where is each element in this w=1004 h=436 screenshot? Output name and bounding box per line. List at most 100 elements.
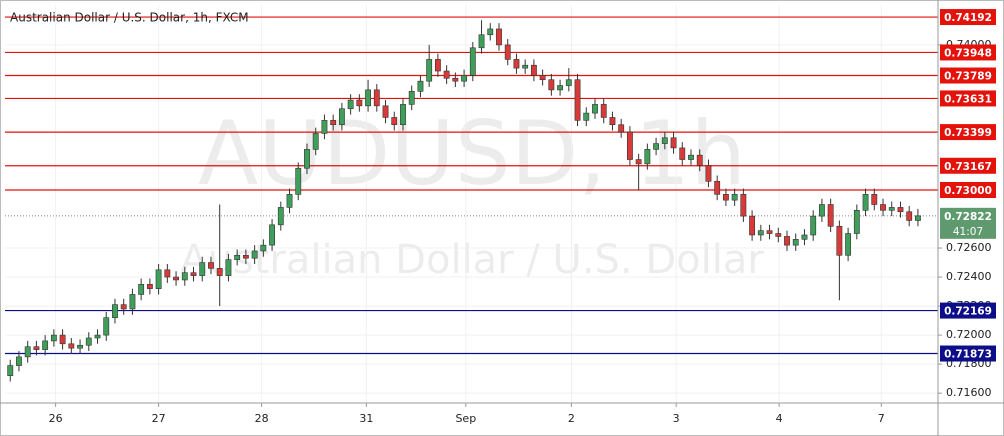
candle-body	[373, 89, 380, 107]
candle-body	[548, 79, 555, 91]
candle-body	[42, 340, 49, 350]
candle-body	[365, 89, 371, 107]
candle-body	[24, 346, 31, 358]
candle-body	[714, 180, 721, 195]
candle-body	[888, 207, 895, 211]
x-tick-label: 31	[359, 412, 373, 425]
candle-body	[208, 262, 214, 269]
candle-body	[487, 28, 494, 36]
candle-body	[609, 117, 616, 126]
candle-body	[626, 131, 633, 160]
candle-body	[391, 117, 398, 126]
candle-body	[129, 294, 136, 310]
candle-body	[347, 99, 354, 110]
candle-body	[801, 234, 808, 240]
x-tick-label: 7	[878, 412, 885, 425]
price-labels: 0.74192 0.73948 0.73789 0.73631 0.73399 0.731…	[940, 9, 996, 362]
candle-body	[85, 337, 92, 346]
candle-body	[670, 137, 677, 149]
x-tick-label: 3	[673, 412, 680, 425]
candle-body	[583, 112, 590, 121]
candle-body	[496, 28, 502, 46]
candle-body	[50, 334, 57, 342]
candle-body	[522, 64, 529, 69]
candle-body	[539, 75, 546, 81]
level-label-box	[940, 90, 996, 107]
level-label: 0.73631	[944, 93, 992, 105]
candle-body	[103, 317, 110, 336]
candle-body	[574, 79, 581, 121]
level-label-box	[940, 9, 996, 26]
x-tick-label: 26	[49, 412, 63, 425]
level-label-box	[940, 345, 996, 362]
candle-body	[312, 133, 319, 150]
candle-body	[478, 34, 485, 49]
grid	[5, 5, 938, 403]
y-tick-label: 0.72600	[946, 241, 992, 254]
candle-body	[469, 47, 476, 76]
candle-body	[661, 137, 668, 144]
candle-body	[68, 343, 75, 349]
candle-body	[688, 154, 694, 160]
level-label-box	[940, 67, 996, 84]
candle-body	[295, 167, 302, 195]
level-label-box	[940, 44, 996, 61]
candle-body	[705, 165, 712, 182]
candle-body	[618, 124, 625, 133]
candle-body	[653, 143, 660, 150]
candle-body	[417, 80, 424, 92]
x-tick-label: 2	[568, 412, 575, 425]
candle-body	[16, 356, 22, 366]
candle-body	[155, 269, 162, 289]
candle-body	[242, 254, 249, 259]
candle-body	[722, 194, 729, 201]
candle-body	[819, 204, 825, 217]
candle-body	[766, 230, 773, 234]
candle-body	[845, 233, 852, 256]
candle-body	[871, 194, 878, 205]
level-label-box	[940, 157, 996, 174]
level-label: 0.73000	[944, 185, 992, 197]
candle-body	[757, 230, 764, 236]
candle-body	[836, 225, 843, 256]
last-price-label: 0.72822	[944, 211, 992, 223]
candle-body	[408, 91, 415, 105]
candle-body	[740, 194, 747, 217]
candle-body	[696, 154, 703, 166]
candle-body	[644, 149, 651, 165]
candle-body	[862, 194, 869, 211]
candle-body	[181, 272, 188, 281]
candle-body	[77, 344, 83, 349]
candle-body	[443, 70, 450, 79]
candle-body	[260, 244, 267, 252]
candle-body	[321, 120, 328, 134]
candle-body	[452, 77, 459, 82]
candle-body	[897, 207, 904, 213]
candle-body	[356, 99, 363, 107]
y-tick-label: 0.71600	[946, 386, 992, 399]
level-label-box	[940, 181, 996, 198]
candle-body	[59, 334, 66, 345]
candle-body	[906, 211, 913, 221]
candle-body	[530, 64, 537, 76]
watermark-subtitle: Australian Dollar / U.S. Dollar	[180, 237, 764, 283]
candle-body	[234, 254, 241, 260]
candle-body	[784, 236, 790, 246]
candle-body	[592, 104, 598, 114]
level-label-box	[940, 302, 996, 319]
level-label: 0.72169	[944, 306, 992, 318]
candle-body	[915, 215, 921, 221]
candle-body	[679, 147, 686, 160]
candle-body	[557, 85, 564, 91]
candle-body	[775, 233, 782, 237]
axes: 0.716000.718000.720000.722000.724000.726…	[49, 38, 992, 425]
level-label: 0.73948	[944, 47, 992, 59]
level-label: 0.73399	[944, 127, 992, 139]
candle-body	[269, 224, 275, 246]
candle-body	[513, 59, 520, 69]
x-tick-label: 4	[776, 412, 783, 425]
candle-body	[792, 239, 799, 246]
